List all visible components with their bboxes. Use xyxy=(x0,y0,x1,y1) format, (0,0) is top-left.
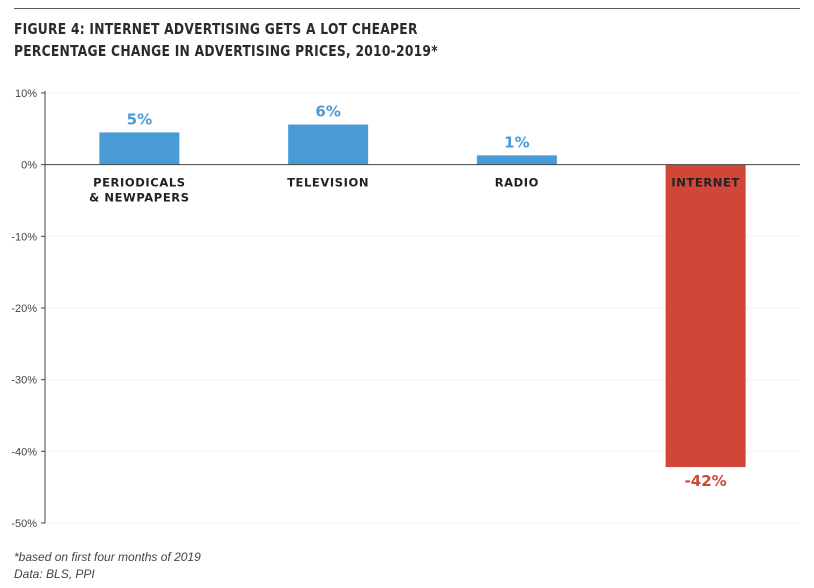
data-label: 1% xyxy=(504,133,529,151)
category-label-line: INTERNET xyxy=(671,176,740,190)
top-rule xyxy=(14,8,800,9)
data-label: 6% xyxy=(315,103,340,121)
y-tick-label: -50% xyxy=(11,518,37,530)
chart-title: FIGURE 4: INTERNET ADVERTISING GETS A LO… xyxy=(14,20,418,38)
source-note: Data: BLS, PPI xyxy=(14,567,95,581)
category-label: RADIO xyxy=(495,176,539,190)
category-label-line: & NEWPAPERS xyxy=(89,191,190,205)
y-tick-label: 0% xyxy=(21,160,37,172)
bar-1 xyxy=(288,124,369,165)
category-label-line: PERIODICALS xyxy=(93,176,186,190)
footnote: *based on first four months of 2019 xyxy=(14,550,201,564)
data-label: 5% xyxy=(127,110,152,128)
y-tick-label: -20% xyxy=(11,303,37,315)
bar-2 xyxy=(476,155,557,165)
y-tick-label: 10% xyxy=(15,88,37,100)
chart-subtitle: PERCENTAGE CHANGE IN ADVERTISING PRICES,… xyxy=(14,42,438,60)
bar-0 xyxy=(99,132,180,165)
category-label: PERIODICALS & NEWPAPERS xyxy=(89,176,190,205)
bar-3 xyxy=(665,164,746,468)
y-tick-label: -10% xyxy=(11,231,37,243)
data-label: -42% xyxy=(685,472,727,490)
category-label-line: RADIO xyxy=(495,176,539,190)
y-tick-label: -30% xyxy=(11,375,37,387)
category-label-line: TELEVISION xyxy=(287,176,369,190)
category-label: INTERNET xyxy=(671,176,740,190)
bar-chart: 10% 0% -10% -20% -30% -40% -50% 5% PERIODICALS & … xyxy=(11,88,800,530)
category-label: TELEVISION xyxy=(287,176,369,190)
y-tick-label: -40% xyxy=(11,446,37,458)
